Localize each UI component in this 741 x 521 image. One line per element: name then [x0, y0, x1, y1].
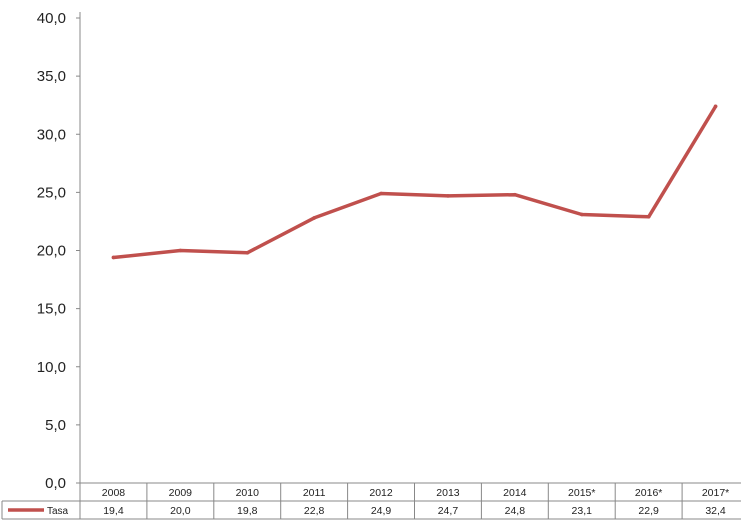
y-tick-label: 40,0 — [37, 10, 66, 27]
data-point — [379, 191, 383, 196]
data-value-label: 23,1 — [572, 505, 593, 517]
y-axis: 0,0 5,0 10,0 15,0 20,0 25,0 30,0 35,0 40,0 — [37, 10, 81, 492]
x-category-label: 2017* — [702, 487, 729, 499]
legend-label: Tasa — [47, 506, 69, 517]
data-value-label: 24,7 — [438, 505, 459, 517]
data-value-label: 24,8 — [505, 505, 526, 517]
data-point — [245, 251, 250, 255]
x-category-label: 2009 — [169, 487, 193, 499]
x-category-label: 2012 — [369, 487, 393, 499]
y-tick-label: 15,0 — [37, 301, 66, 318]
data-point — [713, 104, 718, 109]
x-category-label: 2011 — [303, 487, 326, 499]
data-value-label: 19,4 — [103, 505, 124, 517]
x-category-label: 2013 — [436, 487, 460, 499]
y-tick-label: 0,0 — [45, 475, 66, 492]
x-category-label: 2015* — [568, 487, 595, 499]
y-tick-label: 25,0 — [37, 184, 66, 201]
data-value-label: 19,8 — [237, 505, 258, 517]
data-point — [446, 194, 450, 198]
x-category-label: 2014 — [503, 487, 527, 499]
y-tick-label: 30,0 — [37, 126, 66, 143]
data-point — [579, 212, 584, 217]
data-value-label: 22,9 — [638, 505, 659, 517]
data-value-label: 32,4 — [705, 505, 726, 517]
data-point — [178, 248, 183, 253]
y-tick-label: 35,0 — [37, 68, 66, 85]
data-table: Tasa 2008 19,4 2009 20,0 2010 19,8 2011 22,8 2012… — [1, 482, 741, 520]
x-category-label: 2008 — [102, 487, 126, 499]
data-point — [513, 192, 517, 197]
data-point — [646, 214, 651, 219]
y-tick-label: 5,0 — [45, 417, 66, 434]
x-category-label: 2010 — [236, 487, 260, 499]
series-line-group — [111, 104, 718, 260]
y-tick-label: 20,0 — [37, 243, 66, 260]
data-value-label: 20,0 — [170, 505, 191, 517]
data-value-label: 24,9 — [371, 505, 392, 517]
y-tick-label: 10,0 — [37, 359, 66, 376]
x-category-label: 2016* — [635, 487, 662, 499]
series-line-tasa — [111, 104, 718, 260]
data-point — [312, 216, 316, 220]
data-point — [111, 255, 116, 260]
data-value-label: 22,8 — [304, 505, 325, 517]
